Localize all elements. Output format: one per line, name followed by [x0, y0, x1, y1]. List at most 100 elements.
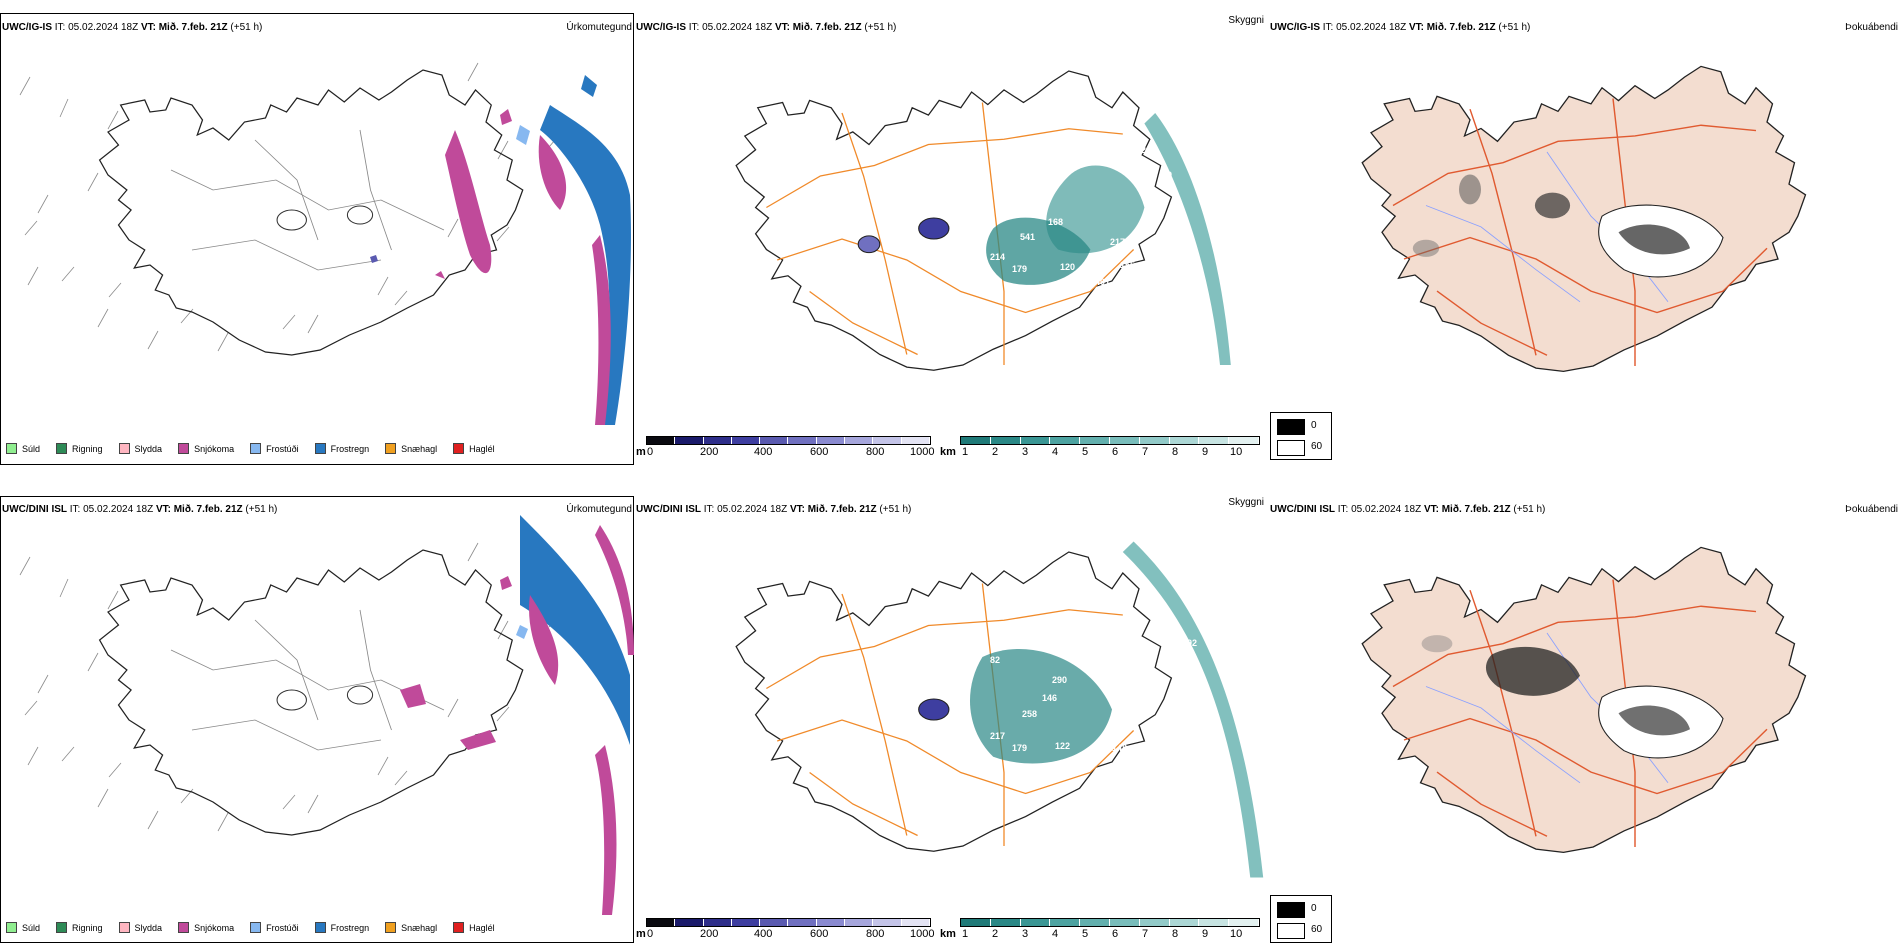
legend-label: Snjókoma — [194, 922, 235, 933]
fog-legend: 0 60 — [1270, 412, 1332, 460]
legend-label: Snæhagl — [401, 443, 438, 454]
ceiling-value-label: 59 — [1162, 170, 1172, 180]
legend-swatch — [6, 443, 17, 454]
legend-label: Haglél — [469, 443, 495, 454]
legend-label: Slydda — [134, 443, 163, 454]
visibility-tick: 6 — [1112, 928, 1119, 940]
ceiling-value-label: 214 — [990, 252, 1005, 262]
visibility-unit: km — [940, 446, 956, 458]
fog-legend-swatch-dark — [1277, 419, 1305, 435]
model-name: UWC/DINI ISL — [636, 504, 701, 515]
visibility-tick: 8 — [1172, 928, 1179, 940]
ceiling-unit: m — [636, 928, 646, 940]
legend-item: Snæhagl — [385, 922, 437, 933]
visibility-tick: 4 — [1052, 928, 1059, 940]
visibility-tick: 5 — [1082, 446, 1089, 458]
ceiling-value-label: 148 — [1112, 743, 1127, 753]
ceiling-value-label: 192 — [1182, 638, 1197, 648]
visibility-tick: 7 — [1142, 446, 1149, 458]
ceiling-tick: 400 — [754, 446, 773, 458]
legend-item: Slydda — [118, 922, 163, 933]
ceiling-tick: 200 — [700, 928, 719, 940]
valid-time: VT: Mið. 7.feb. 21Z — [774, 22, 862, 33]
map-title: Skyggni — [1228, 497, 1264, 508]
legend-label: Súld — [22, 443, 41, 454]
model-name: UWC/IG-IS — [2, 22, 52, 33]
visibility-tick: 2 — [992, 928, 999, 940]
legend-swatch — [453, 922, 465, 933]
valid-time: VT: Mið. 7.feb. 21Z — [140, 22, 228, 33]
legend-swatch — [314, 922, 326, 933]
ceiling-unit: m — [636, 446, 646, 458]
init-time: IT: 05.02.2024 18Z — [686, 22, 775, 33]
legend-swatch — [118, 443, 130, 454]
init-time: IT: 05.02.2024 18Z — [1335, 504, 1424, 515]
ceiling-value-label: 146 — [1042, 693, 1057, 703]
lead-time: (+51 h) — [876, 504, 912, 515]
map-title: Úrkomutegund — [566, 22, 632, 33]
ceiling-tick: 800 — [866, 446, 885, 458]
ceiling-colorbar: m 0 200 400 600 800 1000 — [636, 436, 936, 460]
precip-type-map-frame — [0, 496, 634, 943]
ceiling-tick: 0 — [647, 446, 654, 458]
visibility-tick: 1 — [962, 446, 969, 458]
ceiling-tick: 400 — [754, 928, 773, 940]
legend-label: Haglél — [469, 922, 495, 933]
precip-type-map-frame — [0, 13, 634, 465]
fog-legend-high-label: 0 — [1311, 903, 1317, 914]
map-title: Úrkomutegund — [566, 504, 632, 515]
precip-type-legend: Súld Rigning Slydda Snjókoma Frostúði Fr… — [6, 443, 511, 454]
map-header: UWC/IG-IS IT: 05.02.2024 18Z VT: Mið. 7.… — [2, 22, 262, 33]
visibility-colorbar: km 1 2 3 4 5 6 7 8 9 10 — [940, 436, 1266, 460]
ceiling-tick: 200 — [700, 446, 719, 458]
row-2: UWC/DINI ISL IT: 05.02.2024 18Z VT: Mið.… — [0, 393, 1900, 950]
lead-time: (+51 h) — [1495, 22, 1531, 33]
visibility-colorbar-cells — [960, 918, 1260, 927]
lead-time: (+51 h) — [242, 504, 278, 515]
ceiling-value-label: 122 — [1055, 741, 1070, 751]
legend-swatch — [250, 443, 262, 454]
ceiling-colorbar-cells — [646, 918, 931, 927]
fog-legend-swatch-light — [1277, 923, 1305, 939]
legend-label: Rigning — [72, 922, 103, 933]
legend-swatch — [314, 443, 326, 454]
ceiling-tick: 600 — [810, 446, 829, 458]
map-header: UWC/DINI ISL IT: 05.02.2024 18Z VT: Mið.… — [636, 504, 911, 515]
legend-item: Frostúði — [250, 922, 299, 933]
visibility-colorbar-cells — [960, 436, 1260, 445]
init-time: IT: 05.02.2024 18Z — [701, 504, 790, 515]
legend-item: Snæhagl — [385, 443, 437, 454]
model-name: UWC/IG-IS — [1270, 22, 1320, 33]
legend-item: Snjókoma — [178, 443, 234, 454]
legend-item: Frostregn — [314, 922, 369, 933]
precip-type-map — [19, 515, 634, 915]
map-title: Þokuábendi — [1845, 22, 1898, 33]
ceiling-value-label: 541 — [1020, 232, 1035, 242]
visibility-tick: 8 — [1172, 446, 1179, 458]
legend-item: Súld — [6, 443, 40, 454]
legend-label: Frostregn — [330, 443, 370, 454]
ceiling-value-label: 217 — [1110, 237, 1125, 247]
visibility-tick: 4 — [1052, 446, 1059, 458]
fog-legend-swatch-light — [1277, 440, 1305, 456]
map-title: Skyggni — [1228, 15, 1264, 26]
init-time: IT: 05.02.2024 18Z — [52, 22, 141, 33]
lead-time: (+51 h) — [1510, 504, 1546, 515]
init-time: IT: 05.02.2024 18Z — [1320, 22, 1409, 33]
ceiling-value-label: 179 — [1012, 743, 1027, 753]
legend-swatch — [385, 443, 397, 454]
visibility-tick: 3 — [1022, 928, 1029, 940]
legend-item: Súld — [6, 922, 40, 933]
legend-swatch — [6, 922, 17, 933]
ceiling-tick: 1000 — [910, 446, 935, 458]
map-header: UWC/DINI ISL IT: 05.02.2024 18Z VT: Mið.… — [2, 504, 277, 515]
fog-legend-low-label: 60 — [1311, 924, 1323, 935]
legend-label: Frostúði — [266, 443, 299, 454]
model-name: UWC/DINI ISL — [1270, 504, 1335, 515]
visibility-tick: 3 — [1022, 446, 1029, 458]
map-header: UWC/IG-IS IT: 05.02.2024 18Z VT: Mið. 7.… — [636, 22, 896, 33]
legend-label: Slydda — [134, 922, 163, 933]
legend-label: Frostúði — [266, 922, 299, 933]
visibility-tick: 7 — [1142, 928, 1149, 940]
legend-item: Haglél — [453, 922, 495, 933]
